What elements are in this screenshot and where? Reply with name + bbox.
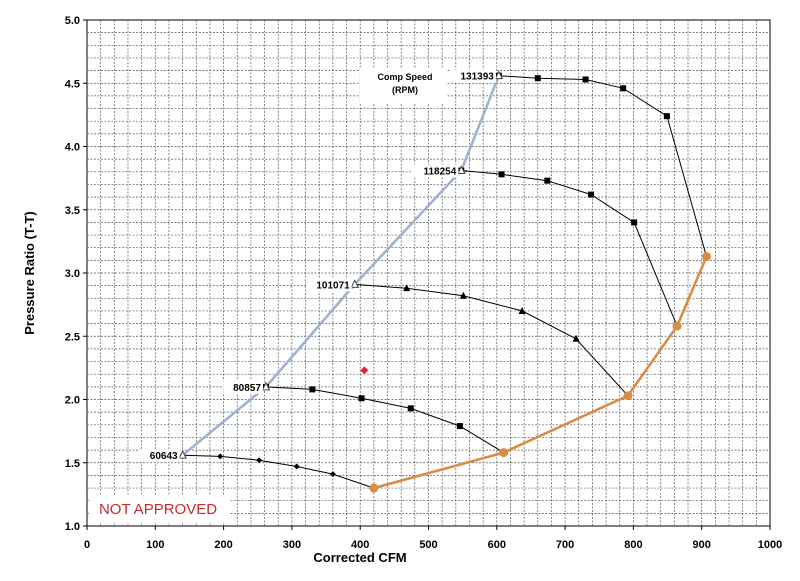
y-tick-label: 2.0 xyxy=(65,395,80,407)
speed-label-background xyxy=(450,69,496,83)
speed-label: 131393 xyxy=(460,72,494,83)
data-point-square xyxy=(358,395,365,402)
data-point-square xyxy=(544,177,551,184)
data-point-diamond xyxy=(293,463,300,470)
data-point-diamond xyxy=(256,457,263,464)
choke-point xyxy=(499,448,509,458)
x-tick-label: 0 xyxy=(84,539,90,551)
choke-point xyxy=(672,321,682,331)
speed-label-background xyxy=(305,278,352,292)
stamp-box xyxy=(89,496,229,522)
choke-point xyxy=(623,391,633,401)
speed-line-60643 xyxy=(182,454,375,489)
surge-point xyxy=(261,381,271,391)
surge-point xyxy=(178,450,187,459)
data-point-triangle xyxy=(572,334,580,342)
speed-line-118254 xyxy=(461,170,678,327)
surge-point xyxy=(350,279,360,288)
y-tick-label: 3.5 xyxy=(65,205,80,217)
stamp-text: NOT APPROVED xyxy=(99,501,217,518)
speed-label: 118254 xyxy=(423,167,456,178)
red-operating-point xyxy=(360,366,369,375)
data-point-square xyxy=(309,386,316,393)
x-tick-label: 400 xyxy=(351,539,369,551)
data-point-square xyxy=(588,191,595,198)
data-point-square xyxy=(456,423,463,430)
surge-point xyxy=(456,165,466,175)
y-tick-label: 4.5 xyxy=(65,78,80,90)
data-point-square xyxy=(498,171,505,178)
speed-label-background xyxy=(412,164,459,178)
x-tick-label: 900 xyxy=(693,539,711,551)
data-point-triangle xyxy=(518,306,526,314)
speed-legend-subtitle: (RPM) xyxy=(392,85,418,95)
x-tick-label: 300 xyxy=(283,539,301,551)
y-tick-label: 5.0 xyxy=(65,15,80,27)
grid xyxy=(87,20,770,526)
data-point-square xyxy=(663,113,670,120)
speed-label: 80857 xyxy=(233,383,261,394)
speed-line-80857 xyxy=(265,386,504,454)
data-point-square xyxy=(534,75,541,82)
surge-point xyxy=(494,70,504,80)
x-tick-label: 1000 xyxy=(758,539,782,551)
data-point-square xyxy=(631,219,638,226)
speed-legend-title: Comp Speed xyxy=(377,72,432,82)
data-point-triangle xyxy=(403,284,411,292)
x-tick-label: 100 xyxy=(146,539,164,551)
data-point-diamond xyxy=(217,453,224,460)
speed-legend: Comp Speed (RPM) xyxy=(360,68,446,104)
speed-label: 101071 xyxy=(316,280,350,291)
marker-layer xyxy=(178,70,711,493)
x-tick-label: 600 xyxy=(488,539,506,551)
speed-label: 60643 xyxy=(150,451,178,462)
y-tick-label: 4.0 xyxy=(65,142,80,154)
choke-point xyxy=(701,252,711,262)
y-axis-title: Pressure Ratio (T-T) xyxy=(22,211,37,335)
y-tick-label: 2.5 xyxy=(65,331,80,343)
choke-point xyxy=(369,483,379,493)
label-layer: 60643 80857 101071 118254 131393 xyxy=(140,69,496,463)
data-point-diamond xyxy=(329,471,336,478)
speed-label-background xyxy=(140,449,180,463)
x-tick-label: 700 xyxy=(556,539,574,551)
y-tick-label: 1.5 xyxy=(65,458,80,470)
not-approved-stamp: NOT APPROVED xyxy=(89,496,229,522)
tick-layer: 0 100 200 300 400 500 600 700 800 900 1000 1.0 1.5 2.… xyxy=(65,15,783,551)
data-point-square xyxy=(620,85,627,92)
x-tick-label: 800 xyxy=(624,539,642,551)
speed-legend-box xyxy=(360,68,446,104)
x-axis-title: Corrected CFM xyxy=(313,550,406,565)
x-tick-label: 200 xyxy=(214,539,232,551)
data-point-triangle xyxy=(459,291,467,299)
x-tick-label: 500 xyxy=(419,539,437,551)
y-tick-label: 1.0 xyxy=(65,521,80,533)
speed-line-131393 xyxy=(498,75,707,257)
speed-line-101071 xyxy=(354,283,629,397)
y-tick-label: 3.0 xyxy=(65,268,80,280)
data-point-square xyxy=(582,76,589,83)
data-point-square xyxy=(407,405,414,412)
speed-label-background xyxy=(223,380,263,394)
